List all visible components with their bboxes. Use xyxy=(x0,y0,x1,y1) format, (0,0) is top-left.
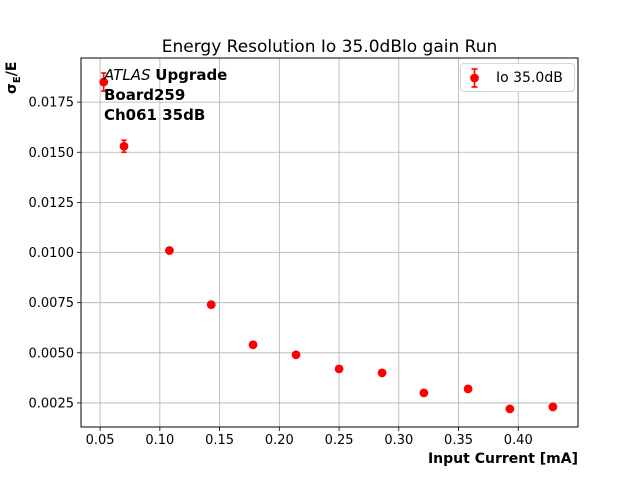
plot-border xyxy=(80,57,579,428)
data-point xyxy=(119,141,129,151)
x-tick-label: 0.30 xyxy=(384,433,413,448)
data-point xyxy=(165,246,174,255)
x-tick-label: 0.10 xyxy=(145,433,174,448)
data-point xyxy=(99,77,109,87)
data-point xyxy=(334,364,344,374)
data-point xyxy=(291,350,301,360)
y-tick-label: 0.0050 xyxy=(29,346,75,361)
x-tick-label: 0.05 xyxy=(86,433,115,448)
y-axis-label: σE/E xyxy=(4,62,23,94)
experiment-suffix: Upgrade xyxy=(155,66,228,84)
y-axis-label-subscript: E xyxy=(11,76,23,84)
y-tick-label: 0.0125 xyxy=(29,196,75,211)
x-tick-label: 0.20 xyxy=(265,433,294,448)
x-tick-label: 0.40 xyxy=(504,433,533,448)
annotation-channel: Ch061 35dB xyxy=(104,106,206,124)
x-tick-label: 0.35 xyxy=(444,433,473,448)
y-axis-label-sigma: σ xyxy=(4,83,20,94)
x-tick-label: 0.25 xyxy=(325,433,354,448)
annotation: ATLAS Upgrade Board259 Ch061 35dB xyxy=(104,65,227,125)
y-tick-label: 0.0100 xyxy=(29,246,75,261)
data-point xyxy=(505,404,515,414)
legend-label: Io 35.0dB xyxy=(496,69,563,86)
data-point xyxy=(548,402,558,412)
y-tick-label: 0.0075 xyxy=(29,296,75,311)
y-tick-label: 0.0150 xyxy=(29,146,75,161)
y-axis-label-suffix: /E xyxy=(4,61,20,77)
legend-marker-dot xyxy=(470,73,479,82)
data-point xyxy=(463,384,473,394)
legend-errorbar-icon xyxy=(470,67,479,88)
data-point xyxy=(248,340,258,350)
experiment-name: ATLAS xyxy=(104,66,151,84)
x-axis-label: Input Current [mA] xyxy=(427,451,578,467)
data-point xyxy=(419,388,429,398)
y-tick-label: 0.0025 xyxy=(29,396,75,411)
data-point xyxy=(377,368,387,378)
annotation-board: Board259 xyxy=(104,86,186,104)
chart-title: Energy Resolution Io 35.0dBlo gain Run xyxy=(161,37,498,57)
x-tick-label: 0.15 xyxy=(205,433,234,448)
data-point xyxy=(206,300,216,310)
y-tick-label: 0.0175 xyxy=(29,96,75,111)
annotation-line-experiment: ATLAS Upgrade xyxy=(104,65,227,85)
legend: Io 35.0dB xyxy=(460,63,575,92)
